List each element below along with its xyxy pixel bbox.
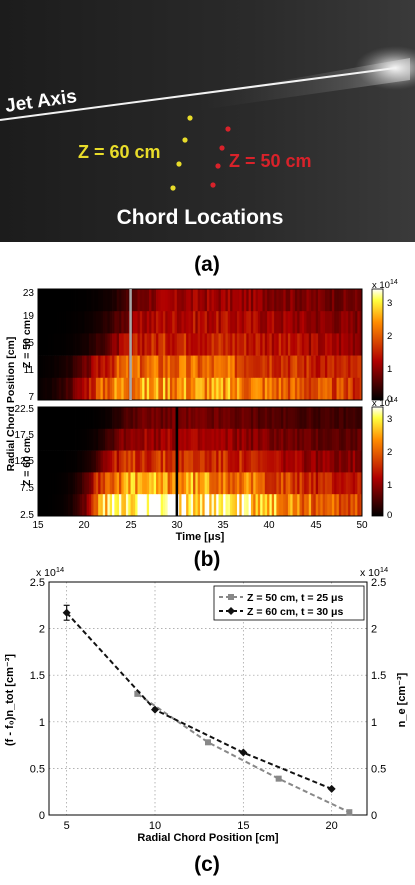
z50-chord-dots xyxy=(210,126,231,188)
ytick-left: 0 xyxy=(39,810,45,822)
panel-b-label: (b) xyxy=(194,548,221,571)
ytick-right: 2 xyxy=(371,624,377,636)
colorbar-bottom xyxy=(371,406,384,517)
series xyxy=(62,604,353,816)
z50-axis-label: Z = 50 cm xyxy=(21,320,33,368)
heatmap-z50 xyxy=(38,289,363,401)
ytick-right: 2.5 xyxy=(371,577,386,589)
panel-a-label: (a) xyxy=(194,253,220,276)
panel-b-ylabel: Radial Chord Position [cm] xyxy=(5,337,17,472)
legend-entry-z60: Z = 60 cm, t = 30 μs xyxy=(247,606,343,618)
colorbar-tick: 3 xyxy=(387,298,392,309)
ytick-top: 11 xyxy=(24,365,35,376)
colorbar-tick: 3 xyxy=(387,414,392,425)
colorbar-tick: 1 xyxy=(387,480,392,491)
panel-c-label: (c) xyxy=(194,853,220,876)
ytick-left: 0.5 xyxy=(30,763,45,775)
xtick: 45 xyxy=(310,520,322,531)
data-point xyxy=(151,705,159,714)
colorbar-top xyxy=(371,288,384,401)
xtick: 30 xyxy=(171,520,183,531)
xtick: 5 xyxy=(64,820,70,832)
ytick-top: 19 xyxy=(23,311,35,322)
colorbar-tick: 0 xyxy=(387,394,392,405)
panel-c-ylabel-left: (f - f₀)n_tot [cm⁻³] xyxy=(4,654,16,746)
ytick-bottom: 7.5 xyxy=(20,483,34,494)
xtick: 10 xyxy=(149,820,161,832)
panel-a-photo: Jet Axis Z = 60 cm Z = 50 cm Chord Locat… xyxy=(0,0,415,242)
z60-chord-dots xyxy=(170,115,193,191)
colorbar-tick: 2 xyxy=(387,331,392,342)
xtick: 20 xyxy=(326,820,338,832)
plot-frame xyxy=(48,581,368,816)
ytick-bottom: 17.5 xyxy=(15,430,35,441)
colorbar-top-scale: x 1014 xyxy=(372,279,398,291)
series-line xyxy=(65,612,333,790)
data-point xyxy=(205,739,211,746)
right-ticks: 0 0.5 1 1.5 2 2.5 xyxy=(371,577,386,822)
xtick: 15 xyxy=(32,520,44,531)
series-line xyxy=(136,692,350,814)
left-exponent: x 1014 xyxy=(36,565,64,579)
xtick: 40 xyxy=(263,520,275,531)
data-point xyxy=(239,748,248,757)
colorbar-tick: 0 xyxy=(387,510,392,521)
ytick-top: 15 xyxy=(23,338,35,349)
xtick: 50 xyxy=(356,520,368,531)
z50-label: Z = 50 cm xyxy=(229,151,312,171)
ytick-left: 2.5 xyxy=(30,577,45,589)
panel-b-xlabel: Time [μs] xyxy=(176,531,225,543)
ytick-right: 1.5 xyxy=(371,670,386,682)
ytick-right: 0.5 xyxy=(371,763,386,775)
ytick-top: 7 xyxy=(28,392,34,403)
panel-c-xlabel: Radial Chord Position [cm] xyxy=(137,832,279,844)
xtick: 25 xyxy=(125,520,137,531)
chord-locations-label: Chord Locations xyxy=(117,206,284,229)
z60-label: Z = 60 cm xyxy=(78,142,161,162)
data-point xyxy=(327,784,336,793)
data-point xyxy=(134,690,141,697)
ytick-right: 1 xyxy=(371,717,377,729)
ytick-top: 23 xyxy=(23,288,35,299)
colorbar-tick: 2 xyxy=(387,447,392,458)
ytick-right: 0 xyxy=(371,810,377,822)
panel-c-ylabel-right: n_e [cm⁻³] xyxy=(396,672,408,727)
data-point xyxy=(275,775,282,782)
xtick: 35 xyxy=(217,520,229,531)
heatmap-z60 xyxy=(38,407,363,517)
ytick-left: 1.5 xyxy=(30,670,45,682)
panel-c: 0 0.5 1 1.5 2 2.5 0 0.5 1 1.5 2 2.5 5 10 15 20 x 1014… xyxy=(4,565,408,844)
x-ticks: 5 10 15 20 xyxy=(64,820,338,832)
ytick-bottom: 12.5 xyxy=(15,456,35,467)
legend-entry-z50: Z = 50 cm, t = 25 μs xyxy=(247,592,343,604)
legend: Z = 50 cm, t = 25 μs Z = 60 cm, t = 30 μ… xyxy=(213,585,365,621)
colorbar-bottom-scale: x 1014 xyxy=(372,397,398,409)
right-exponent: x 1014 xyxy=(360,565,388,579)
ytick-left: 1 xyxy=(39,717,45,729)
xtick: 15 xyxy=(237,820,249,832)
panel-b: 23 19 15 11 7 22.5 17.5 12.5 7.5 2.5 15 … xyxy=(5,279,398,543)
xtick: 20 xyxy=(78,520,90,531)
ytick-bottom: 2.5 xyxy=(20,510,34,521)
left-ticks: 0 0.5 1 1.5 2 2.5 xyxy=(30,577,45,822)
data-point xyxy=(346,809,353,816)
colorbar-tick: 1 xyxy=(387,364,392,375)
ytick-bottom: 22.5 xyxy=(15,404,35,415)
ytick-left: 2 xyxy=(39,624,45,636)
jet-axis-line xyxy=(0,67,396,121)
z60-axis-label: Z = 60 cm xyxy=(21,438,33,486)
